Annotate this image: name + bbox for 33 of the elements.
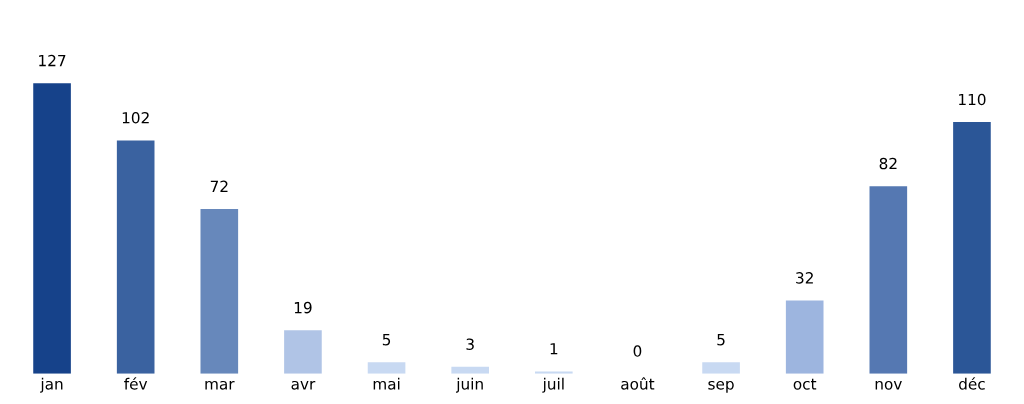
x-tick-label: juil bbox=[542, 377, 564, 393]
x-tick-label: déc bbox=[959, 377, 985, 390]
x-tick-label: nov bbox=[875, 380, 902, 390]
data-label: 32 bbox=[796, 272, 813, 284]
bar bbox=[284, 330, 322, 374]
bar bbox=[953, 122, 991, 374]
data-label: 3 bbox=[466, 338, 474, 350]
data-label: 1 bbox=[550, 343, 558, 355]
data-label: 72 bbox=[210, 180, 228, 192]
bar bbox=[33, 83, 71, 374]
data-label: 82 bbox=[879, 157, 897, 170]
bar bbox=[116, 140, 155, 374]
bar bbox=[200, 209, 239, 374]
x-tick-label: jan bbox=[40, 377, 63, 393]
x-tick-label: sep bbox=[708, 380, 734, 393]
data-label: 0 bbox=[633, 345, 642, 357]
bar bbox=[785, 300, 824, 374]
data-label: 102 bbox=[122, 111, 149, 124]
x-tick-label: fév bbox=[124, 377, 148, 390]
x-tick-label: avr bbox=[291, 380, 316, 390]
x-tick-label: mar bbox=[205, 380, 235, 390]
data-label: 110 bbox=[959, 93, 986, 106]
x-tick-label: oct bbox=[793, 378, 817, 390]
x-tick-label: mai bbox=[373, 377, 400, 390]
data-label: 127 bbox=[39, 54, 66, 67]
data-label: 5 bbox=[717, 334, 725, 346]
data-label: 5 bbox=[382, 334, 391, 346]
bar bbox=[869, 186, 908, 374]
bar bbox=[702, 362, 740, 374]
x-tick-label: août bbox=[621, 377, 655, 390]
bar bbox=[367, 362, 406, 374]
data-label: 19 bbox=[294, 301, 312, 314]
x-tick-label: juin bbox=[455, 377, 483, 393]
